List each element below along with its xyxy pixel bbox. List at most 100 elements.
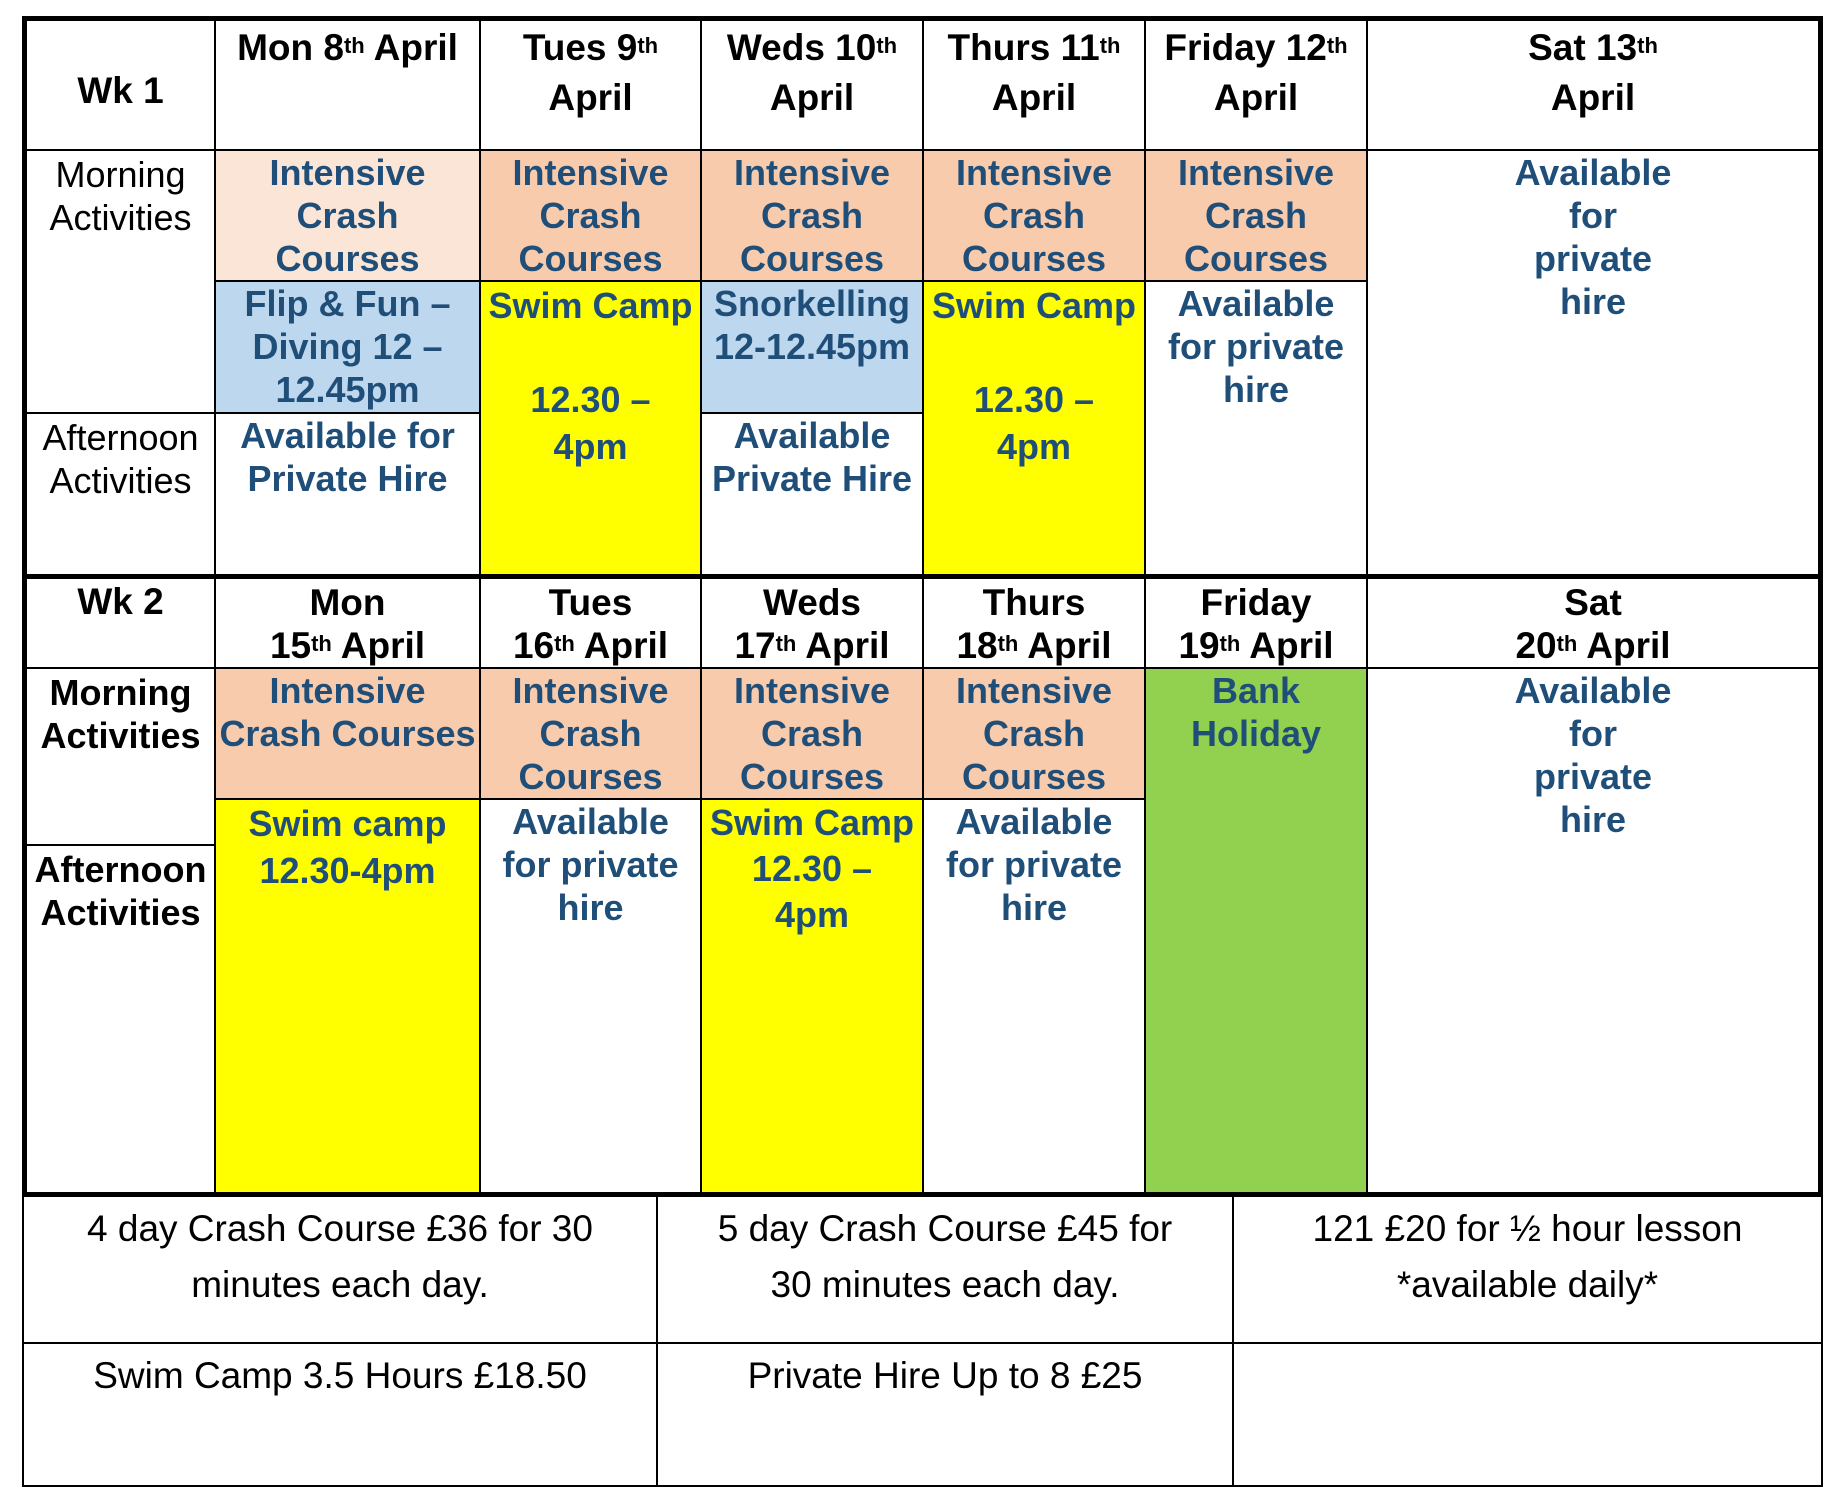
- wk1-day-header-6: Sat 13th April: [1368, 21, 1818, 151]
- wk1-thu-morning-line: Crash: [982, 195, 1086, 236]
- wk1-tue-morning-line: Intensive: [512, 152, 669, 193]
- wk2-tue-morning-text: Intensive Crash Courses: [512, 669, 668, 798]
- wk1-day-header-2-line: April: [548, 77, 633, 118]
- wk1-day-header-4-line: Thurs 11th: [947, 27, 1121, 68]
- wk1-day-header-6-line: April: [1550, 77, 1636, 118]
- wk1-tue-camp: Swim Camp 12.30 – 4pm: [481, 282, 702, 574]
- price-text: 5 day Crash Course £45 for: [717, 1208, 1173, 1249]
- wk2-wed-morning: Intensive Crash Courses: [702, 669, 924, 800]
- price-cell-p6: [1234, 1344, 1823, 1487]
- wk2-day-header-3: Weds 17th April: [702, 579, 924, 669]
- wk2-morning-label: Morning Activities: [27, 669, 216, 846]
- price-cell-p5: Private Hire Up to 8 £25: [658, 1344, 1234, 1487]
- wk1-day-header-2: Tues 9th April: [481, 21, 702, 151]
- wk1-mon-afternoon-line: Available for: [240, 415, 455, 456]
- wk2-day-header-2-line: 16th April: [512, 625, 669, 666]
- wk2-day-header-6-line: Sat: [1564, 582, 1622, 623]
- wk1-wed-afternoon-line: Available: [733, 415, 891, 456]
- price-text: *available daily*: [1396, 1264, 1659, 1305]
- wk1-thu-camp-line: Swim Camp: [931, 285, 1137, 326]
- wk2-thu-afternoon-line: Available: [955, 801, 1113, 842]
- wk1-label-text: Wk 1: [77, 66, 163, 116]
- wk2-fri-line: Bank: [1211, 670, 1301, 711]
- wk2-wed-camp: Swim Camp 12.30 – 4pm: [702, 800, 924, 1192]
- price-cell-p4: Swim Camp 3.5 Hours £18.50: [22, 1344, 658, 1487]
- wk1-fri-rest: Available for private hire: [1146, 282, 1368, 574]
- wk2-sat-line: Available: [1514, 670, 1672, 711]
- wk1-day-header-3: Weds 10th April: [702, 21, 924, 151]
- wk2-day-header-3-line: Weds: [762, 582, 861, 623]
- wk2-wed-morning-line: Courses: [739, 756, 885, 797]
- wk1-wed-midday: Snorkelling 12-12.45pm: [702, 282, 924, 414]
- wk1-morning-label-line: Morning: [55, 154, 186, 195]
- week-divider: [27, 574, 1818, 579]
- wk2-sat: Available for private hire: [1368, 669, 1818, 1192]
- wk2-day-header-2: Tues 16th April: [481, 579, 702, 669]
- wk1-thu-camp-line: 12.30 –: [973, 379, 1095, 420]
- wk2-afternoon-label: Afternoon Activities: [27, 846, 216, 1192]
- wk2-wed-morning-text: Intensive Crash Courses: [734, 669, 890, 798]
- wk1-morning-label-text: Morning Activities: [49, 153, 191, 239]
- wk2-morning-label-line: Morning: [49, 672, 192, 713]
- wk2-thu-morning-text: Intensive Crash Courses: [956, 669, 1112, 798]
- wk1-fri-morning-line: Intensive: [1177, 152, 1335, 193]
- wk2-mon-morning-text: Intensive Crash Courses: [219, 669, 475, 755]
- wk1-mon-midday-line: Flip & Fun –: [244, 283, 451, 324]
- wk1-tue-morning: Intensive Crash Courses: [481, 151, 702, 282]
- wk2-sat-line: private: [1533, 756, 1653, 797]
- wk2-sat-text: Available for private hire: [1515, 669, 1672, 841]
- wk1-tue-camp-text: Swim Camp 12.30 – 4pm: [488, 282, 692, 470]
- wk2-fri-line: Holiday: [1190, 713, 1322, 754]
- price-list: 4 day Crash Course £36 for 30 minutes eac…: [22, 1197, 1823, 1487]
- wk1-mon-afternoon-text: Available for Private Hire: [240, 414, 455, 500]
- wk1-sat: Available for private hire: [1368, 151, 1818, 574]
- wk2-wed-camp-line: 4pm: [774, 894, 849, 935]
- wk2-day-header-5-line: Friday: [1200, 582, 1312, 623]
- wk1-tue-camp-line: 12.30 –: [530, 379, 651, 420]
- wk2-wed-camp-text: Swim Camp 12.30 – 4pm: [710, 800, 914, 938]
- wk1-sat-line: for: [1569, 195, 1617, 236]
- wk1-thu-morning-line: Intensive: [955, 152, 1113, 193]
- schedule-grid: Wk 1 Mon 8th April Tues 9th April Weds 10th A…: [22, 16, 1823, 1197]
- wk1-mon-morning-text: Intensive Crash Courses: [269, 151, 425, 280]
- wk2-sat-line: for: [1569, 713, 1617, 754]
- wk2-day-header-5: Friday 19th April: [1146, 579, 1368, 669]
- wk1-thu-morning-text: Intensive Crash Courses: [956, 151, 1112, 280]
- wk2-day-header-5-line: 19th April: [1178, 625, 1334, 666]
- wk1-day-header-6-line: Sat 13th: [1528, 27, 1658, 68]
- wk2-afternoon-label-line: Activities: [40, 892, 201, 933]
- wk1-wed-morning-line: Intensive: [733, 152, 891, 193]
- wk2-wed-morning-line: Crash: [760, 713, 864, 754]
- wk1-day-header-1: Mon 8th April: [216, 21, 481, 151]
- wk2-mon-morning-line: Crash Courses: [219, 713, 476, 754]
- wk2-fri: Bank Holiday: [1146, 669, 1368, 1192]
- wk1-sat-text: Available for private hire: [1515, 151, 1672, 323]
- wk1-wed-morning-line: Courses: [739, 238, 885, 279]
- wk1-morning-label: Morning Activities: [27, 151, 216, 414]
- wk2-morning-label-text: Morning Activities: [40, 671, 200, 757]
- wk2-tue-afternoon-text: Available for private hire: [502, 800, 678, 929]
- wk2-wed-morning-line: Intensive: [733, 670, 891, 711]
- wk2-tue-afternoon: Available for private hire: [481, 800, 702, 1192]
- wk1-wed-afternoon: Available Private Hire: [702, 414, 924, 574]
- wk2-mon-camp-line: Swim camp: [248, 803, 447, 844]
- wk2-tue-morning-line: Courses: [518, 756, 663, 797]
- wk2-mon-camp: Swim camp 12.30-4pm: [216, 800, 481, 1192]
- wk1-mon-morning: Intensive Crash Courses: [216, 151, 481, 282]
- price-text: Swim Camp 3.5 Hours £18.50: [93, 1355, 587, 1396]
- wk1-day-header-3-line: April: [769, 77, 855, 118]
- wk2-mon-camp-text: Swim camp 12.30-4pm: [248, 800, 446, 894]
- wk1-tue-morning-line: Crash: [539, 195, 642, 236]
- wk1-mon-midday: Flip & Fun – Diving 12 –12.45pm: [216, 282, 481, 414]
- wk2-tue-afternoon-line: Available: [512, 801, 669, 842]
- wk1-label-line: Wk 1: [77, 70, 164, 111]
- wk2-label-line: Wk 2: [77, 581, 164, 622]
- wk1-thu-camp-line: 4pm: [996, 426, 1071, 467]
- wk1-wed-afternoon-text: Available Private Hire: [712, 414, 912, 500]
- timetable-sheet: Wk 1 Mon 8th April Tues 9th April Weds 10th A…: [22, 16, 1823, 1487]
- wk1-wed-midday-text: Snorkelling 12-12.45pm: [714, 282, 910, 368]
- wk2-tue-morning-line: Crash: [539, 713, 642, 754]
- wk2-day-header-1-line: 15th April: [269, 625, 426, 666]
- wk1-mon-morning-line: Courses: [275, 238, 420, 279]
- price-cell-p3: 121 £20 for ½ hour lesson *available dail…: [1234, 1197, 1823, 1344]
